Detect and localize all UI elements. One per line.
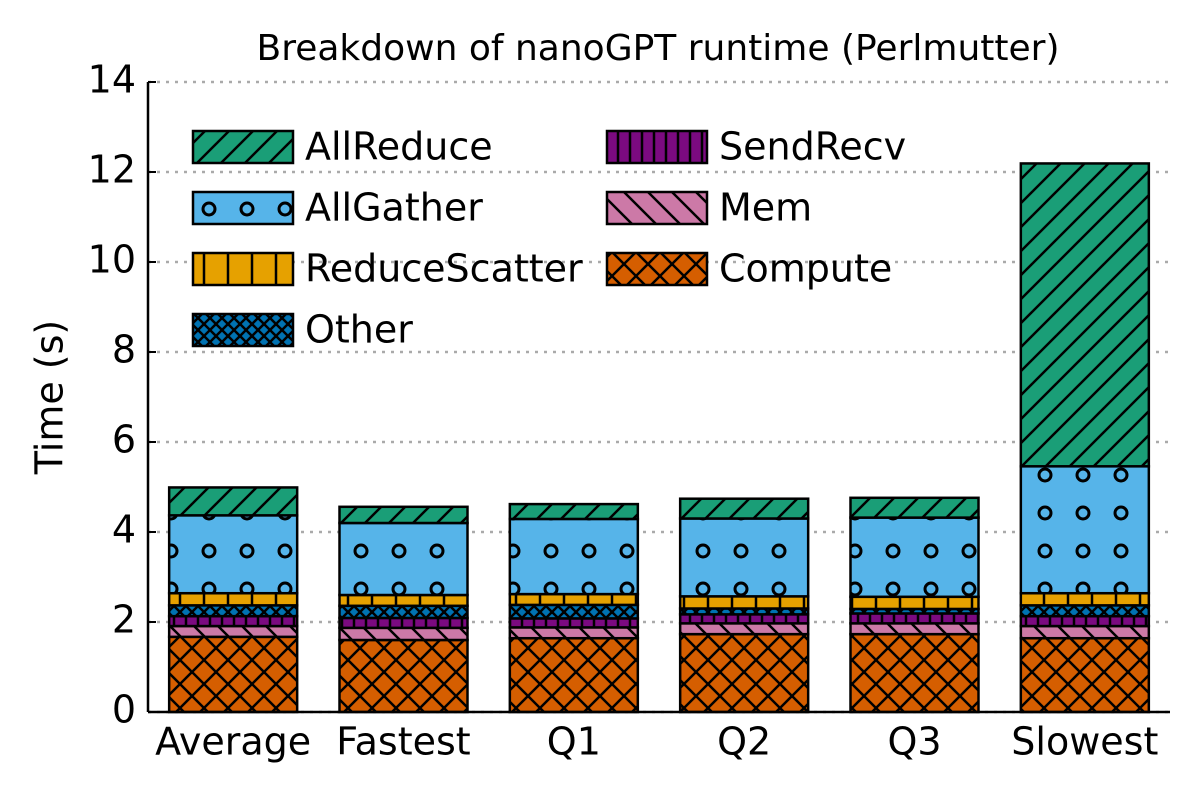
- bar-segment: [1019, 624, 1151, 640]
- bar-segment: [678, 613, 810, 625]
- y-tick-label: 10: [88, 238, 136, 282]
- bar-segment: [508, 603, 640, 620]
- bar-segment: [508, 592, 640, 607]
- x-tick-label: Slowest: [1011, 720, 1158, 764]
- y-tick-label: 4: [112, 508, 136, 552]
- bar-segment: [167, 635, 299, 714]
- bar-segment: [167, 486, 299, 517]
- legend-label: Compute: [719, 247, 892, 291]
- bar-segment: [678, 622, 810, 636]
- bar-segment: [1019, 614, 1151, 628]
- legend-swatch: [191, 190, 295, 226]
- y-tick-label: 8: [112, 328, 136, 372]
- legend-swatch: [191, 129, 295, 165]
- bar-segment: [338, 604, 469, 620]
- bar-segment: [508, 626, 640, 640]
- bar-segment: [167, 624, 299, 639]
- bar-segment: [338, 521, 469, 597]
- legend-swatch: [605, 251, 709, 287]
- bar-segment: [849, 622, 980, 636]
- x-tick-label: Q3: [887, 720, 941, 764]
- legend-label: Mem: [719, 186, 812, 230]
- legend-label: AllReduce: [305, 125, 493, 169]
- bar-segment: [167, 604, 299, 618]
- bar-segment: [508, 502, 640, 521]
- y-tick-label: 0: [112, 688, 136, 732]
- y-tick-label: 6: [112, 418, 136, 462]
- bar-segment: [338, 616, 469, 630]
- bar-segment: [338, 638, 469, 714]
- bar-segment: [849, 632, 980, 714]
- bar-segment: [678, 595, 810, 610]
- legend-label: AllGather: [305, 186, 483, 230]
- bar-segment: [508, 617, 640, 629]
- x-tick-label: Fastest: [336, 720, 470, 764]
- bar-segment: [167, 591, 299, 607]
- bar-segment: [678, 632, 810, 714]
- bar-segment: [1019, 636, 1151, 714]
- legend-label: ReduceScatter: [305, 247, 583, 291]
- y-tick-label: 2: [112, 598, 136, 642]
- bar-segment: [1019, 604, 1151, 618]
- bar-segment: [849, 496, 980, 519]
- legend-swatch: [605, 190, 709, 226]
- legend-swatch: [191, 312, 295, 348]
- bar-segment: [508, 517, 640, 596]
- bar-segment: [338, 505, 469, 525]
- bar-segment: [167, 614, 299, 628]
- x-tick-label: Average: [155, 720, 311, 764]
- legend-swatch: [605, 129, 709, 165]
- bar-segment: [678, 517, 810, 598]
- bar-segment: [1019, 465, 1151, 595]
- legend-label: SendRecv: [719, 125, 906, 169]
- y-tick-label: 14: [88, 58, 136, 102]
- bar-segment: [508, 636, 640, 714]
- bar-segment: [338, 626, 469, 642]
- bar-segment: [338, 593, 469, 608]
- chart-title: Breakdown of nanoGPT runtime (Perlmutter…: [257, 28, 1060, 69]
- bar-segment: [849, 595, 980, 611]
- legend-label: Other: [305, 308, 413, 352]
- bar-segment: [678, 497, 810, 520]
- y-tick-label: 12: [88, 148, 136, 192]
- bar-segment: [849, 516, 980, 599]
- x-tick-label: Q2: [717, 720, 771, 764]
- bar-segment: [1019, 591, 1151, 607]
- bar-segment: [1019, 162, 1151, 468]
- x-tick-label: Q1: [547, 720, 601, 764]
- y-axis-label: Time (s): [28, 320, 72, 476]
- bar-segment: [849, 612, 980, 625]
- legend-swatch: [191, 251, 295, 287]
- bar-segment: [167, 514, 299, 595]
